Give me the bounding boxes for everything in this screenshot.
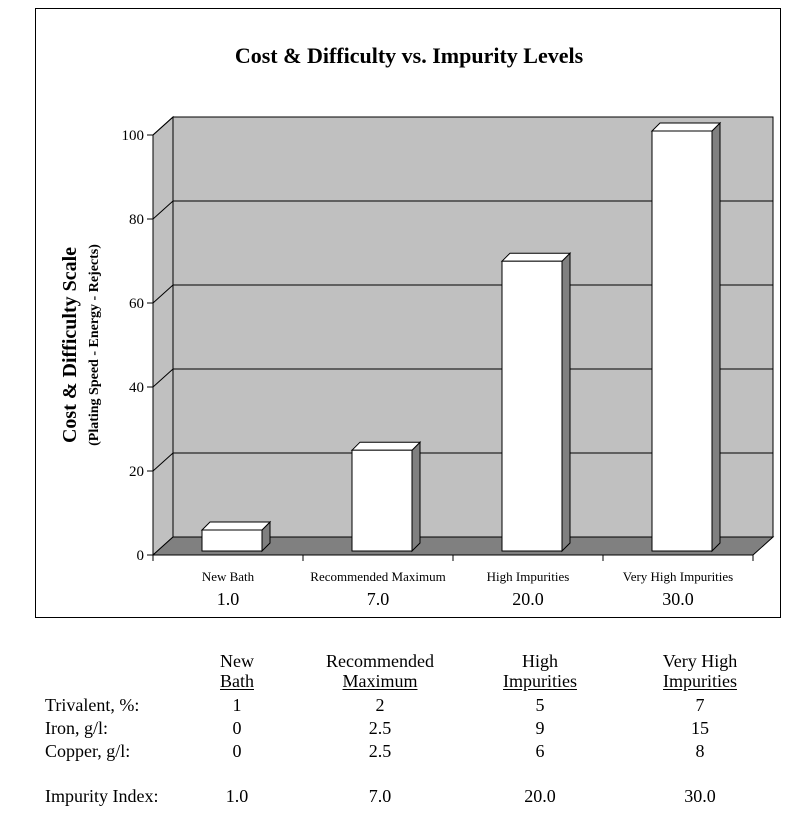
table-cell: 6 (535, 741, 545, 761)
y-tick-label: 40 (129, 380, 144, 396)
bar (201, 529, 263, 552)
bar-top-face (350, 441, 422, 451)
x-index-label: 1.0 (217, 589, 240, 609)
x-tick-label: High Impurities (487, 569, 570, 584)
table-cell: 0 (232, 741, 242, 761)
gridline (152, 200, 773, 220)
table-cell: 30.0 (684, 786, 716, 806)
column-header-new-bath: New Bath (220, 651, 254, 691)
bar-chart: 0 20 40 60 80 100 New Bath 1.0 Recommended Maxim… (59, 43, 775, 609)
x-index-label: 30.0 (662, 589, 694, 609)
table-cell: 1 (232, 695, 242, 715)
gridline (152, 284, 773, 304)
table-cell: 0 (232, 718, 242, 738)
table-cell: 5 (535, 695, 545, 715)
x-tick-label: Very High Impurities (623, 569, 733, 584)
bar (651, 130, 713, 552)
table-cell: 1.0 (225, 786, 249, 806)
bar-top-face (650, 122, 722, 132)
y-axis-label: Cost & Difficulty Scale (59, 247, 81, 443)
y-tick-label: 100 (122, 128, 145, 144)
gridline (152, 368, 773, 388)
row-label-copper: Copper, g/l: (45, 741, 131, 761)
y-tick-label: 20 (129, 464, 144, 480)
table-cell: 20.0 (524, 786, 556, 806)
table-cell: 2.5 (368, 741, 392, 761)
bar (501, 260, 563, 552)
table-cell: 15 (691, 718, 709, 738)
chart-frame: 0 20 40 60 80 100 New Bath 1.0 Recommended Maxim… (35, 8, 781, 618)
bar-side-face (711, 121, 721, 553)
table-cell: 7 (695, 695, 705, 715)
x-tick-label: Recommended Maximum (310, 569, 445, 584)
row-label-impurity-index: Impurity Index: (45, 786, 159, 806)
bar-side-face (411, 440, 421, 553)
table-cell: 7.0 (368, 786, 392, 806)
chart-title: Cost & Difficulty vs. Impurity Levels (235, 43, 584, 68)
chart-side-wall (152, 115, 174, 557)
bar (351, 449, 413, 552)
table-cell: 8 (695, 741, 705, 761)
bar-top-face (200, 521, 272, 531)
table-cell: 2.5 (368, 718, 392, 738)
y-axis-sublabel: (Plating Speed - Energy - Rejects) (87, 244, 102, 446)
gridline (152, 452, 773, 472)
column-header-very-high-impurities: Very High Impurities (662, 651, 738, 691)
column-header-recommended-maximum: Recommended Maximum (326, 651, 434, 691)
gridline (152, 116, 773, 136)
table-cell: 2 (375, 695, 385, 715)
bar-top-face (500, 252, 572, 262)
y-tick-label: 0 (137, 548, 145, 564)
column-header-high-impurities: High Impurities (503, 651, 577, 691)
row-label-trivalent: Trivalent, %: (45, 695, 140, 715)
bar-side-face (561, 251, 571, 553)
y-tick-label: 60 (129, 296, 144, 312)
y-tick-label: 80 (129, 212, 144, 228)
x-index-label: 7.0 (367, 589, 390, 609)
table-cell: 9 (535, 718, 545, 738)
x-index-label: 20.0 (512, 589, 544, 609)
row-label-iron: Iron, g/l: (45, 718, 108, 738)
x-tick-label: New Bath (202, 569, 255, 584)
